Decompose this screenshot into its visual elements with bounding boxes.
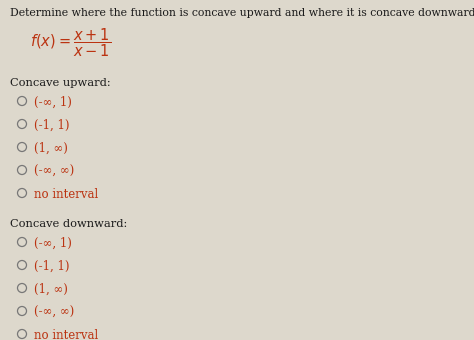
Text: (1, ∞): (1, ∞)	[34, 142, 68, 155]
Text: Concave upward:: Concave upward:	[10, 78, 110, 88]
Text: Concave downward:: Concave downward:	[10, 219, 127, 229]
Text: no interval: no interval	[34, 329, 98, 340]
Text: (-∞, ∞): (-∞, ∞)	[34, 306, 74, 319]
Text: Determine where the function is concave upward and where it is concave downward.: Determine where the function is concave …	[10, 8, 474, 18]
Text: (-1, 1): (-1, 1)	[34, 260, 70, 273]
Text: (-∞, 1): (-∞, 1)	[34, 96, 72, 109]
Text: (1, ∞): (1, ∞)	[34, 283, 68, 296]
Text: $f(x) = \dfrac{x+1}{x-1}$: $f(x) = \dfrac{x+1}{x-1}$	[30, 26, 111, 58]
Text: no interval: no interval	[34, 188, 98, 201]
Text: (-∞, ∞): (-∞, ∞)	[34, 165, 74, 178]
Text: (-∞, 1): (-∞, 1)	[34, 237, 72, 250]
Text: (-1, 1): (-1, 1)	[34, 119, 70, 132]
